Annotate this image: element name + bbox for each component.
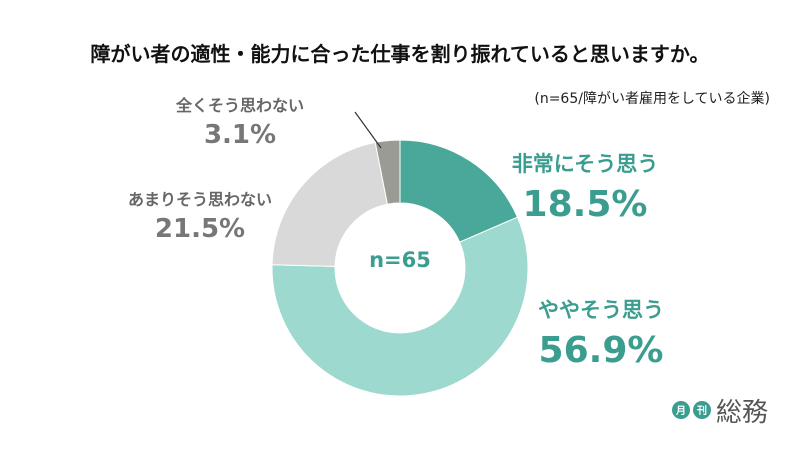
slice-not-at-all (374, 139, 401, 205)
svg-text:刊: 刊 (697, 405, 707, 417)
slice-name: あまりそう思わない (127, 190, 272, 209)
slice-name: 全くそう思わない (175, 96, 304, 115)
slice-value: 18.5% (522, 184, 648, 225)
chart-title: 障がい者の適性・能力に合った仕事を割り振れていると思いますか。 (90, 42, 710, 66)
center-sample-size: n=65 (369, 248, 431, 272)
slice-somewhat (271, 216, 529, 397)
slice-label-not-at-all: 全くそう思わない 3.1% (150, 92, 330, 150)
chart-subtitle: (n=65/障がい者雇用をしている企業) (534, 91, 770, 107)
svg-text:月: 月 (675, 405, 686, 417)
slice-label-very-much: 非常にそう思う 18.5% (500, 148, 670, 225)
slice-label-somewhat: ややそう思う 56.9% (516, 294, 686, 371)
slice-label-not-much: あまりそう思わない 21.5% (100, 186, 300, 244)
slice-value: 3.1% (203, 120, 277, 150)
slice-name: ややそう思う (538, 298, 664, 322)
leader-line (354, 111, 382, 149)
slice-name: 非常にそう思う (511, 152, 659, 176)
slice-not-much (271, 141, 389, 267)
slice-value: 56.9% (538, 330, 664, 371)
slice-value: 21.5% (154, 214, 246, 244)
magazine-logo: 月 刊 総務 (672, 398, 768, 428)
svg-text:総務: 総務 (716, 398, 768, 428)
